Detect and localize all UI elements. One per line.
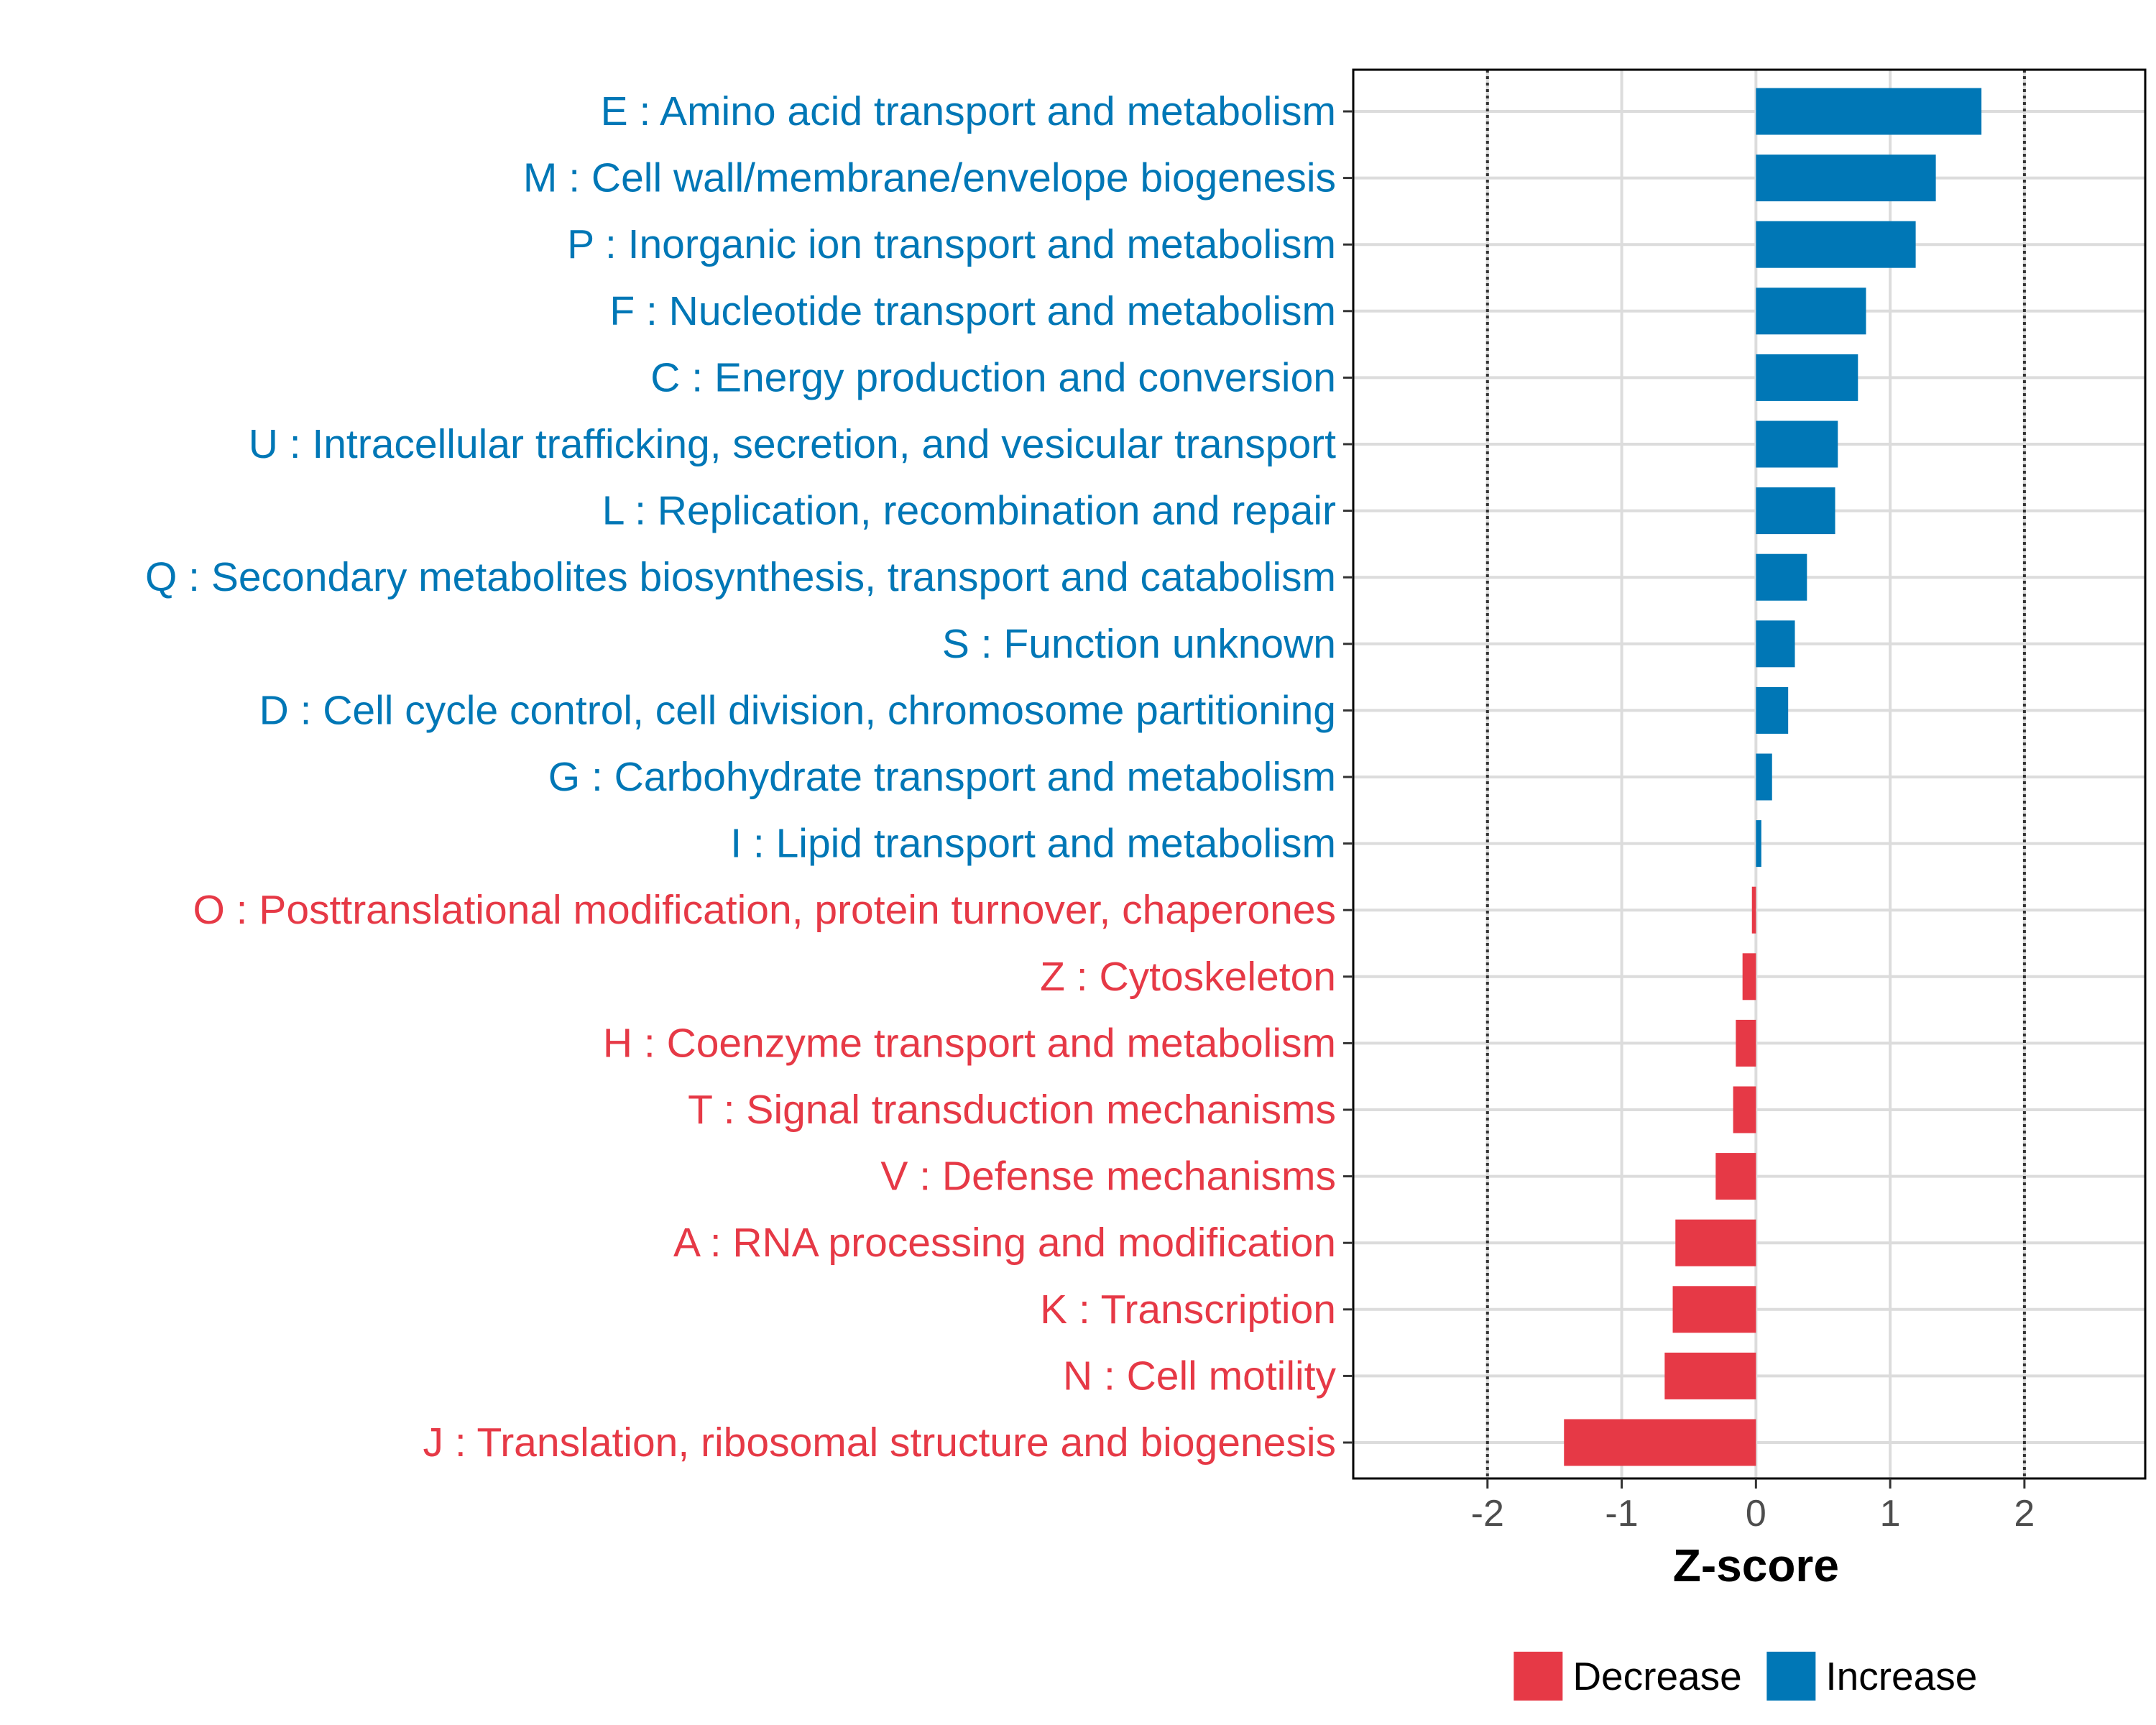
bar — [1756, 155, 1936, 202]
bar — [1756, 221, 1916, 268]
legend-label: Decrease — [1572, 1654, 1741, 1698]
bar — [1736, 1019, 1756, 1067]
y-tick-label: U : Intracellular trafficking, secretion… — [249, 421, 1336, 467]
y-tick-label: Q : Secondary metabolites biosynthesis, … — [145, 554, 1336, 600]
bar — [1756, 420, 1838, 468]
y-tick-label: M : Cell wall/membrane/envelope biogenes… — [523, 155, 1336, 201]
y-tick-label: D : Cell cycle control, cell division, c… — [259, 687, 1336, 733]
x-tick-label: -1 — [1605, 1493, 1638, 1535]
bar — [1756, 620, 1795, 668]
bar — [1756, 354, 1858, 401]
bar — [1756, 88, 1982, 135]
y-tick-label: J : Translation, ribosomal structure and… — [423, 1420, 1336, 1466]
y-tick-label: Z : Cytoskeleton — [1040, 954, 1336, 1000]
bar — [1672, 1286, 1756, 1333]
bar — [1756, 753, 1772, 801]
bar — [1675, 1219, 1756, 1266]
x-tick-label: 0 — [1746, 1493, 1766, 1535]
legend-swatch — [1766, 1652, 1816, 1701]
legend-label: Increase — [1825, 1654, 1977, 1698]
bars — [1564, 88, 1982, 1466]
y-axis-ticks — [1343, 110, 1353, 1444]
bar — [1742, 953, 1756, 1000]
y-tick-label: O : Posttranslational modification, prot… — [193, 887, 1336, 933]
y-tick-label: S : Function unknown — [942, 621, 1336, 667]
y-tick-label: F : Nucleotide transport and metabolism — [609, 288, 1336, 334]
bar — [1756, 820, 1761, 868]
x-axis-ticks: -2 -1 0 1 2 — [1471, 1478, 2035, 1535]
reference-lines — [1485, 70, 2026, 1478]
plot-panel-border — [1352, 68, 2147, 1480]
x-tick-label: 1 — [1880, 1493, 1901, 1535]
y-tick-label: H : Coenzyme transport and metabolism — [603, 1020, 1336, 1066]
legend-swatch — [1514, 1652, 1563, 1701]
x-tick-label: 2 — [2014, 1493, 2035, 1535]
bar — [1751, 886, 1756, 934]
y-tick-label: T : Signal transduction mechanisms — [688, 1087, 1336, 1133]
y-tick-label: C : Energy production and conversion — [650, 354, 1336, 400]
y-tick-label: K : Transcription — [1040, 1287, 1336, 1333]
x-tick-label: -2 — [1471, 1493, 1504, 1535]
bar — [1756, 288, 1866, 335]
y-tick-label: E : Amino acid transport and metabolism — [601, 88, 1336, 134]
bar — [1756, 553, 1807, 601]
y-tick-label: I : Lipid transport and metabolism — [730, 821, 1336, 867]
y-tick-label: N : Cell motility — [1063, 1353, 1337, 1399]
bar — [1733, 1086, 1756, 1133]
bar — [1564, 1419, 1756, 1466]
bar — [1756, 686, 1789, 734]
y-tick-label: P : Inorganic ion transport and metaboli… — [567, 221, 1336, 267]
x-axis-title: Z-score — [1673, 1540, 1839, 1591]
y-tick-label: A : RNA processing and modification — [673, 1220, 1336, 1266]
y-tick-label: L : Replication, recombination and repai… — [602, 488, 1336, 534]
bar — [1756, 487, 1835, 535]
bar — [1664, 1352, 1756, 1399]
y-tick-label: V : Defense mechanisms — [880, 1154, 1336, 1200]
y-tick-label: G : Carbohydrate transport and metabolis… — [548, 754, 1336, 800]
bar — [1715, 1153, 1756, 1200]
legend: Decrease Increase — [1514, 1652, 1977, 1701]
y-axis-labels: E : Amino acid transport and metabolism M… — [145, 88, 1337, 1466]
